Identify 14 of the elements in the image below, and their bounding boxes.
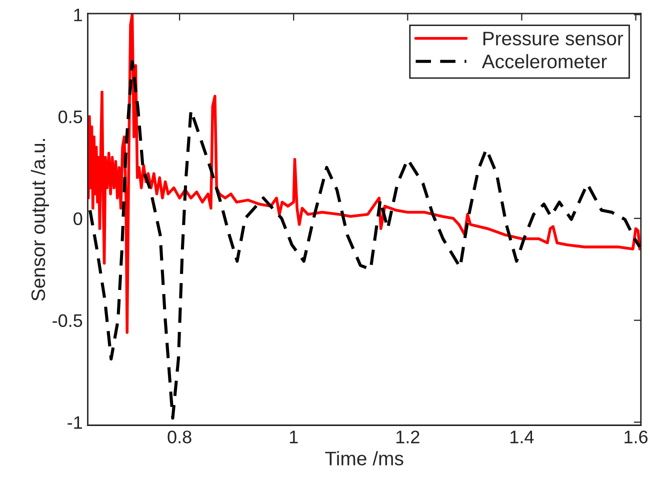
x-tick-label: 1.2 (396, 430, 420, 444)
legend-label: Pressure sensor (483, 32, 624, 46)
y-tick-label: 1 (74, 8, 82, 22)
x-tick-label: 0.8 (168, 430, 192, 444)
x-tick-label: 1.6 (624, 430, 648, 444)
x-tick-label: 1.4 (510, 430, 534, 444)
y-tick-label: 0 (74, 212, 82, 226)
y-axis-title: Sensor output /a.u. (30, 139, 49, 301)
y-tick-label: 0.5 (58, 110, 82, 124)
legend-label: Accelerometer (482, 54, 607, 68)
y-tick-label: -0.5 (52, 314, 82, 328)
x-axis-title: Time /ms (325, 451, 404, 466)
y-tick-label: -1 (68, 416, 82, 429)
x-tick-label: 1 (290, 430, 298, 444)
